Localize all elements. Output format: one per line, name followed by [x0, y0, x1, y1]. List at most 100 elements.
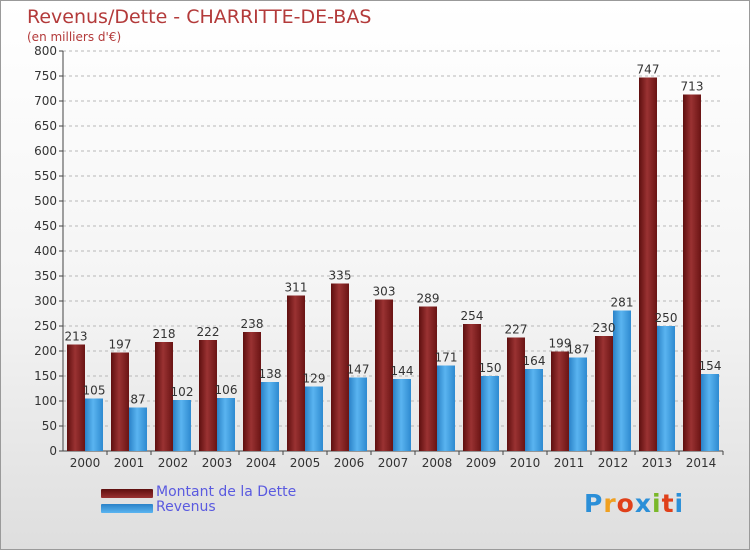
data-label-revenus: 150: [479, 361, 502, 375]
data-label-revenus: 187: [567, 343, 590, 357]
bar-revenus: [569, 357, 587, 451]
data-label-revenus: 164: [523, 354, 546, 368]
bar-revenus: [657, 326, 675, 451]
bar-dette: [243, 332, 261, 451]
x-tick-label: 2013: [642, 456, 673, 470]
bar-revenus: [393, 379, 411, 451]
y-tick-label: 50: [42, 419, 57, 433]
bar-revenus: [613, 310, 631, 451]
y-tick-label: 400: [34, 244, 57, 258]
logo-letter: i: [652, 489, 662, 518]
bar-dette: [111, 352, 129, 451]
data-label-dette: 254: [461, 309, 484, 323]
logo-letter: x: [634, 489, 652, 518]
y-tick-label: 450: [34, 219, 57, 233]
x-tick-label: 2010: [510, 456, 541, 470]
data-label-dette: 311: [285, 281, 308, 295]
data-label-revenus: 171: [435, 351, 458, 365]
x-tick-label: 2000: [70, 456, 101, 470]
x-tick-label: 2007: [378, 456, 409, 470]
data-label-dette: 289: [417, 292, 440, 306]
data-label-revenus: 87: [130, 393, 145, 407]
x-tick-label: 2001: [114, 456, 145, 470]
data-label-dette: 227: [505, 323, 528, 337]
bar-dette: [419, 306, 437, 451]
bar-revenus: [217, 398, 235, 451]
bar-revenus: [261, 382, 279, 451]
bar-dette: [155, 342, 173, 451]
bar-dette: [375, 299, 393, 451]
legend-label-revenus: Revenus: [156, 499, 216, 515]
bar-dette: [595, 336, 613, 451]
bar-dette: [463, 324, 481, 451]
bar-revenus: [525, 369, 543, 451]
y-tick-label: 700: [34, 94, 57, 108]
y-tick-label: 600: [34, 144, 57, 158]
bar-revenus: [349, 377, 367, 451]
y-tick-label: 350: [34, 269, 57, 283]
data-label-revenus: 250: [655, 311, 678, 325]
x-tick-label: 2004: [246, 456, 277, 470]
data-label-revenus: 129: [303, 372, 326, 386]
y-tick-label: 650: [34, 119, 57, 133]
x-tick-label: 2011: [554, 456, 585, 470]
proxiti-logo: Proxiti: [584, 489, 684, 518]
bar-dette: [551, 351, 569, 451]
bar-revenus: [701, 374, 719, 451]
bar-dette: [507, 337, 525, 451]
bar-revenus: [481, 376, 499, 451]
data-label-revenus: 154: [699, 359, 722, 373]
chart-subtitle: (en milliers d'€): [27, 30, 122, 44]
data-label-dette: 230: [593, 321, 616, 335]
bar-revenus: [129, 407, 147, 451]
bar-revenus: [173, 400, 191, 451]
bar-dette: [683, 94, 701, 451]
data-label-dette: 218: [153, 327, 176, 341]
legend-label-dette: Montant de la Dette: [156, 484, 297, 500]
logo-letter: r: [603, 489, 617, 518]
bar-dette: [67, 344, 85, 451]
data-label-revenus: 147: [347, 363, 370, 377]
data-label-revenus: 281: [611, 296, 634, 310]
x-tick-label: 2008: [422, 456, 453, 470]
x-tick-label: 2014: [686, 456, 717, 470]
bar-revenus: [437, 365, 455, 451]
legend-swatch-dette: [101, 489, 153, 498]
bar-dette: [331, 283, 349, 451]
bar-revenus: [85, 398, 103, 451]
y-tick-label: 200: [34, 344, 57, 358]
data-label-dette: 747: [637, 63, 660, 77]
logo-letter: t: [661, 489, 675, 518]
data-label-dette: 213: [65, 330, 88, 344]
data-label-dette: 303: [373, 285, 396, 299]
x-tick-label: 2005: [290, 456, 321, 470]
bar-dette: [199, 340, 217, 451]
logo-letter: o: [616, 489, 635, 518]
y-tick-label: 550: [34, 169, 57, 183]
x-tick-label: 2003: [202, 456, 233, 470]
data-label-revenus: 106: [215, 383, 238, 397]
data-label-dette: 335: [329, 269, 352, 283]
y-tick-label: 100: [34, 394, 57, 408]
data-label-dette: 222: [197, 325, 220, 339]
x-tick-label: 2009: [466, 456, 497, 470]
data-label-revenus: 102: [171, 385, 194, 399]
data-label-dette: 238: [241, 317, 264, 331]
x-tick-label: 2006: [334, 456, 365, 470]
data-label-revenus: 138: [259, 367, 282, 381]
y-tick-label: 300: [34, 294, 57, 308]
y-tick-label: 0: [49, 444, 57, 458]
bar-dette: [639, 77, 657, 451]
x-tick-label: 2002: [158, 456, 189, 470]
legend-swatch-revenus: [101, 504, 153, 513]
y-tick-label: 800: [34, 44, 57, 58]
y-tick-label: 250: [34, 319, 57, 333]
data-label-revenus: 105: [83, 384, 106, 398]
data-label-dette: 713: [681, 80, 704, 94]
y-tick-label: 150: [34, 369, 57, 383]
bar-dette: [287, 295, 305, 451]
bar-revenus: [305, 386, 323, 451]
logo-letter: P: [584, 489, 604, 518]
